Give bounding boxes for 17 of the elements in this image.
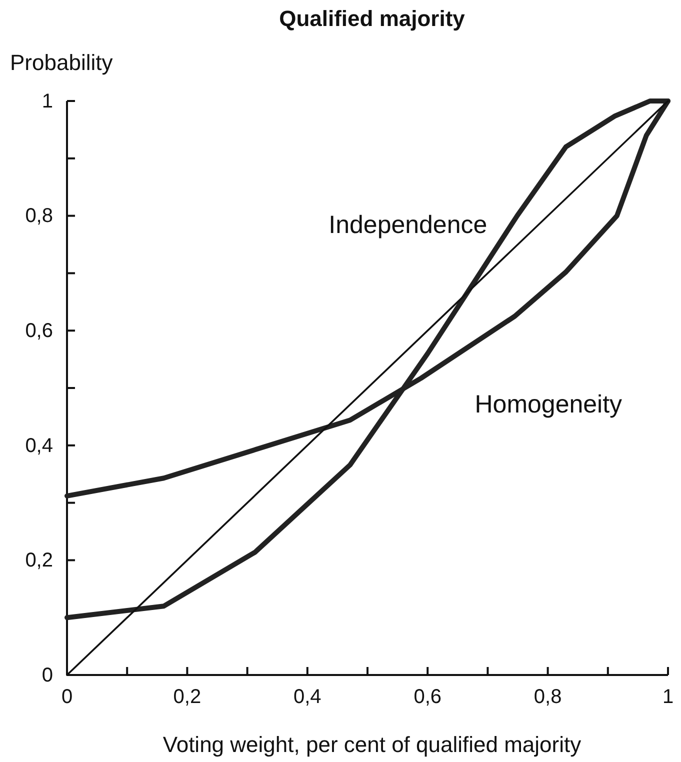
x-tick-label: 0,4 [293,686,322,708]
x-tick-label: 0,6 [414,686,442,708]
x-axis-title: Voting weight, per cent of qualified majority [162,732,582,757]
series-label: Homogeneity [474,390,623,418]
chart-title: Qualified majority [279,6,466,31]
y-tick-label: 0,4 [25,434,53,457]
y-tick-label: 0,2 [25,550,53,572]
y-tick-label: 0 [42,664,53,686]
x-tick-label: 0,2 [173,686,202,708]
series-label: Independence [328,210,488,239]
x-tick-label: 1 [662,686,674,708]
x-tick-label: 0 [61,686,73,708]
y-tick-label: 1 [42,90,53,112]
x-tick-label: 0,8 [534,686,562,708]
y-tick-label: 0,8 [25,205,53,228]
y-axis-title: Probability [10,50,113,75]
y-tick-label: 0,6 [25,320,53,342]
